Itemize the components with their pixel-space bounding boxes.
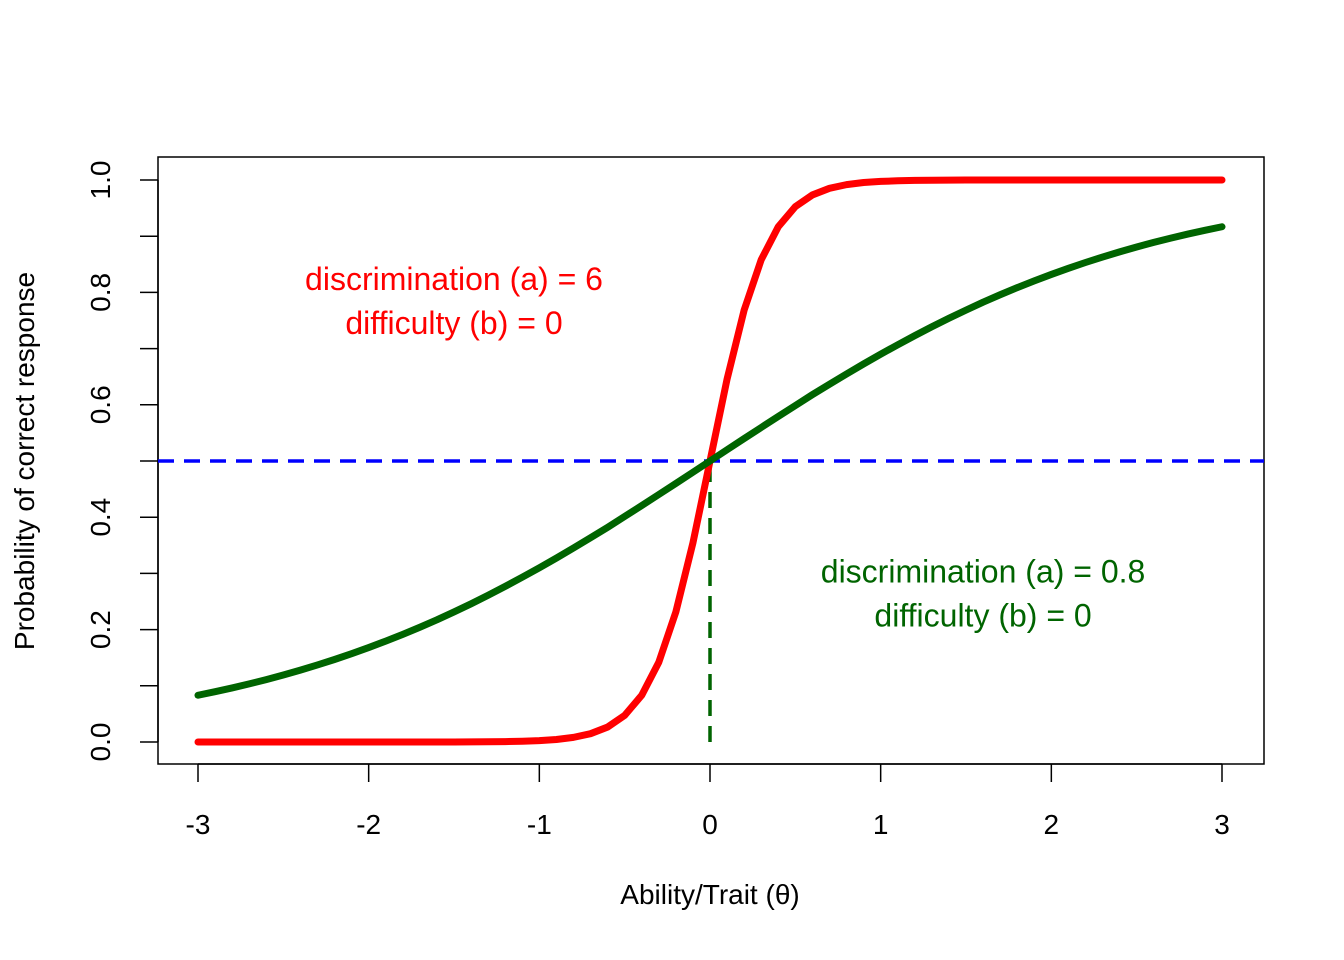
annotations: discrimination (a) = 6 difficulty (b) = 0…	[305, 261, 1145, 633]
reference-lines	[158, 459, 1264, 742]
x-axis-label: Ability/Trait (θ)	[620, 879, 799, 910]
x-tick-label: 3	[1214, 809, 1230, 840]
y-tick-label: 0.0	[85, 723, 116, 762]
y-tick-label: 0.4	[85, 498, 116, 537]
y-axis-label: Probability of correct response	[9, 272, 40, 650]
x-tick-label: -3	[186, 809, 211, 840]
y-tick-label: 0.2	[85, 610, 116, 649]
series-line-1	[194, 223, 1226, 699]
x-tick-label: 2	[1044, 809, 1060, 840]
x-tick-label: -1	[527, 809, 552, 840]
y-tick-label: 1.0	[85, 161, 116, 200]
x-tick-label: 0	[702, 809, 718, 840]
x-tick-label: 1	[873, 809, 889, 840]
x-tick-label: -2	[356, 809, 381, 840]
annotation-line: difficulty (b) = 0	[345, 305, 562, 341]
y-tick-label: 0.8	[85, 273, 116, 312]
annotation-line: discrimination (a) = 6	[305, 261, 603, 297]
x-axis: -3 -2 -1 0 1 2 3	[186, 763, 1230, 840]
series-group	[194, 176, 1226, 746]
annotation-line: difficulty (b) = 0	[874, 597, 1091, 633]
y-tick-label: 0.6	[85, 385, 116, 424]
annotation-line: discrimination (a) = 0.8	[821, 553, 1146, 589]
y-axis: 0.0 0.2 0.4 0.6 0.8 1.0	[85, 161, 159, 762]
